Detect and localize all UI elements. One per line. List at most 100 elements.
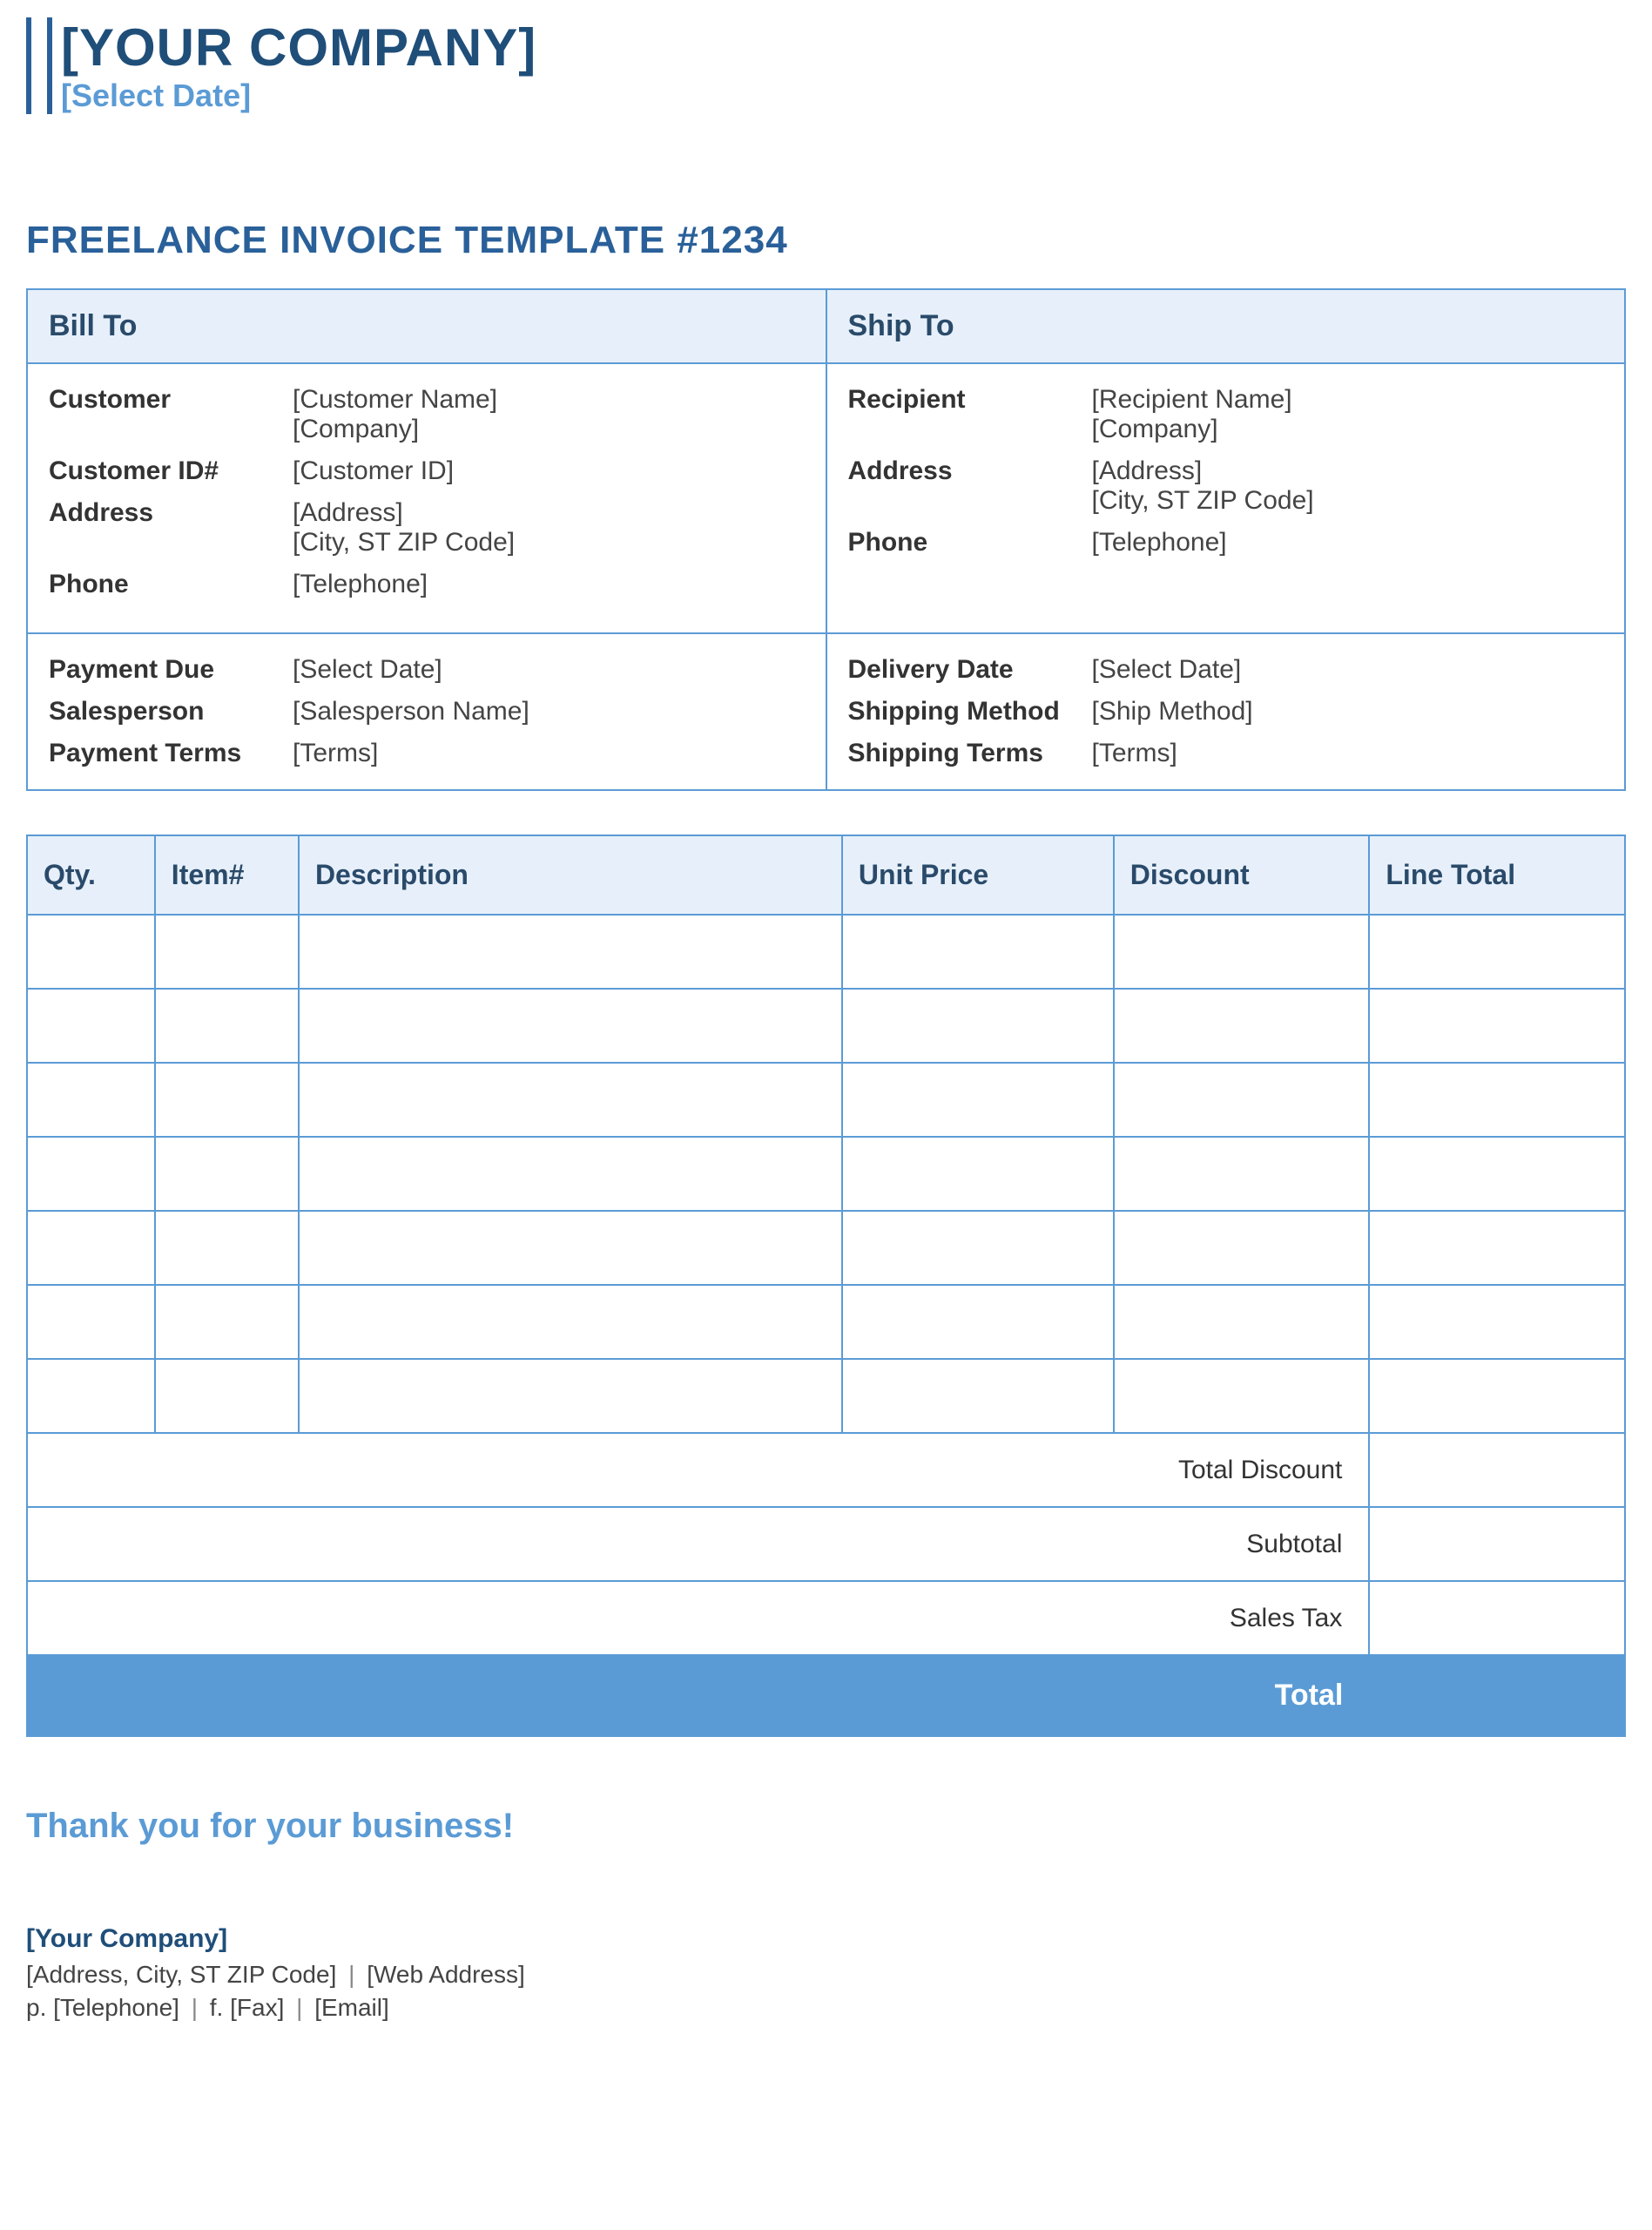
item-cell[interactable] bbox=[1369, 1137, 1625, 1211]
shipto-address1[interactable]: [Address] bbox=[1092, 456, 1314, 486]
item-cell[interactable] bbox=[155, 1137, 299, 1211]
billto-address2[interactable]: [City, ST ZIP Code] bbox=[293, 528, 515, 558]
item-row bbox=[27, 989, 1625, 1063]
item-cell[interactable] bbox=[155, 1063, 299, 1137]
item-cell[interactable] bbox=[155, 1285, 299, 1359]
item-cell[interactable] bbox=[1369, 1063, 1625, 1137]
payment-due[interactable]: [Select Date] bbox=[293, 655, 442, 685]
payment-terms[interactable]: [Terms] bbox=[293, 739, 378, 768]
item-cell[interactable] bbox=[299, 1063, 842, 1137]
document-header: [YOUR COMPANY] [Select Date] bbox=[26, 17, 1626, 114]
customer-id[interactable]: [Customer ID] bbox=[293, 456, 454, 486]
item-cell[interactable] bbox=[1114, 915, 1370, 989]
item-cell[interactable] bbox=[1369, 915, 1625, 989]
item-cell[interactable] bbox=[1114, 1359, 1370, 1433]
customer-company[interactable]: [Company] bbox=[293, 415, 497, 444]
shipto-address2[interactable]: [City, ST ZIP Code] bbox=[1092, 486, 1314, 516]
summary-salestax-row: Sales Tax bbox=[27, 1581, 1625, 1655]
item-cell[interactable] bbox=[155, 1359, 299, 1433]
separator-icon: | bbox=[348, 1961, 354, 1988]
item-cell[interactable] bbox=[155, 915, 299, 989]
item-cell[interactable] bbox=[155, 989, 299, 1063]
invoice-title: FREELANCE INVOICE TEMPLATE #1234 bbox=[26, 219, 1626, 262]
item-cell[interactable] bbox=[1114, 1285, 1370, 1359]
col-discount: Discount bbox=[1114, 835, 1370, 915]
shipping-terms[interactable]: [Terms] bbox=[1092, 739, 1177, 768]
separator-icon: | bbox=[192, 1994, 198, 2021]
total-value[interactable] bbox=[1369, 1655, 1625, 1736]
item-cell[interactable] bbox=[842, 1137, 1114, 1211]
items-table: Qty. Item# Description Unit Price Discou… bbox=[26, 835, 1626, 1737]
item-cell[interactable] bbox=[299, 1359, 842, 1433]
item-cell[interactable] bbox=[1114, 1063, 1370, 1137]
document-date[interactable]: [Select Date] bbox=[61, 78, 1626, 114]
item-cell[interactable] bbox=[842, 1063, 1114, 1137]
item-cell[interactable] bbox=[842, 1285, 1114, 1359]
thank-you-text: Thank you for your business! bbox=[26, 1807, 1626, 1846]
total-label: Total bbox=[27, 1655, 1369, 1736]
subtotal-value[interactable] bbox=[1369, 1507, 1625, 1581]
payment-due-label: Payment Due bbox=[49, 655, 293, 685]
footer-company: [Your Company] bbox=[26, 1924, 1626, 1954]
item-cell[interactable] bbox=[1369, 1359, 1625, 1433]
customer-name[interactable]: [Customer Name] bbox=[293, 385, 497, 415]
item-row bbox=[27, 1359, 1625, 1433]
salesperson-label: Salesperson bbox=[49, 697, 293, 726]
recipient-label: Recipient bbox=[848, 385, 1092, 444]
delivery-date-label: Delivery Date bbox=[848, 655, 1092, 685]
item-cell[interactable] bbox=[27, 1211, 155, 1285]
recipient-name[interactable]: [Recipient Name] bbox=[1092, 385, 1292, 415]
customer-label: Customer bbox=[49, 385, 293, 444]
billto-block: Customer [Customer Name] [Company] Custo… bbox=[27, 363, 826, 633]
delivery-date[interactable]: [Select Date] bbox=[1092, 655, 1242, 685]
item-cell[interactable] bbox=[299, 915, 842, 989]
payment-block: Payment Due [Select Date] Salesperson [S… bbox=[27, 633, 826, 790]
subtotal-label: Subtotal bbox=[27, 1507, 1369, 1581]
footer-email: [Email] bbox=[314, 1994, 389, 2021]
item-cell[interactable] bbox=[1114, 1137, 1370, 1211]
billto-address1[interactable]: [Address] bbox=[293, 498, 515, 528]
shipto-phone[interactable]: [Telephone] bbox=[1092, 528, 1227, 558]
item-cell[interactable] bbox=[299, 1211, 842, 1285]
item-cell[interactable] bbox=[27, 989, 155, 1063]
total-discount-label: Total Discount bbox=[27, 1433, 1369, 1507]
salesperson[interactable]: [Salesperson Name] bbox=[293, 697, 529, 726]
shipto-phone-label: Phone bbox=[848, 528, 1092, 558]
item-cell[interactable] bbox=[842, 1211, 1114, 1285]
shipto-address-label: Address bbox=[848, 456, 1092, 516]
delivery-block: Delivery Date [Select Date] Shipping Met… bbox=[826, 633, 1626, 790]
items-header-row: Qty. Item# Description Unit Price Discou… bbox=[27, 835, 1625, 915]
item-cell[interactable] bbox=[27, 1359, 155, 1433]
item-row bbox=[27, 1285, 1625, 1359]
footer-phone: [Telephone] bbox=[53, 1994, 179, 2021]
item-cell[interactable] bbox=[155, 1211, 299, 1285]
recipient-company[interactable]: [Company] bbox=[1092, 415, 1292, 444]
item-cell[interactable] bbox=[27, 1285, 155, 1359]
shipping-method-label: Shipping Method bbox=[848, 697, 1092, 726]
item-cell[interactable] bbox=[27, 1063, 155, 1137]
info-table: Bill To Ship To Customer [Customer Name]… bbox=[26, 288, 1626, 791]
footer-fax: [Fax] bbox=[230, 1994, 284, 2021]
total-discount-value[interactable] bbox=[1369, 1433, 1625, 1507]
item-cell[interactable] bbox=[1114, 989, 1370, 1063]
item-cell[interactable] bbox=[1369, 989, 1625, 1063]
item-cell[interactable] bbox=[842, 915, 1114, 989]
shipping-terms-label: Shipping Terms bbox=[848, 739, 1092, 768]
item-cell[interactable] bbox=[299, 1285, 842, 1359]
item-row bbox=[27, 1137, 1625, 1211]
billto-phone[interactable]: [Telephone] bbox=[293, 570, 428, 599]
item-cell[interactable] bbox=[1114, 1211, 1370, 1285]
item-cell[interactable] bbox=[27, 1137, 155, 1211]
item-cell[interactable] bbox=[299, 1137, 842, 1211]
billto-address-label: Address bbox=[49, 498, 293, 558]
item-row bbox=[27, 915, 1625, 989]
footer-address-line: [Address, City, ST ZIP Code] | [Web Addr… bbox=[26, 1961, 1626, 1989]
shipping-method[interactable]: [Ship Method] bbox=[1092, 697, 1253, 726]
item-cell[interactable] bbox=[1369, 1211, 1625, 1285]
item-cell[interactable] bbox=[842, 989, 1114, 1063]
item-cell[interactable] bbox=[842, 1359, 1114, 1433]
item-cell[interactable] bbox=[1369, 1285, 1625, 1359]
item-cell[interactable] bbox=[27, 915, 155, 989]
item-cell[interactable] bbox=[299, 989, 842, 1063]
salestax-value[interactable] bbox=[1369, 1581, 1625, 1655]
